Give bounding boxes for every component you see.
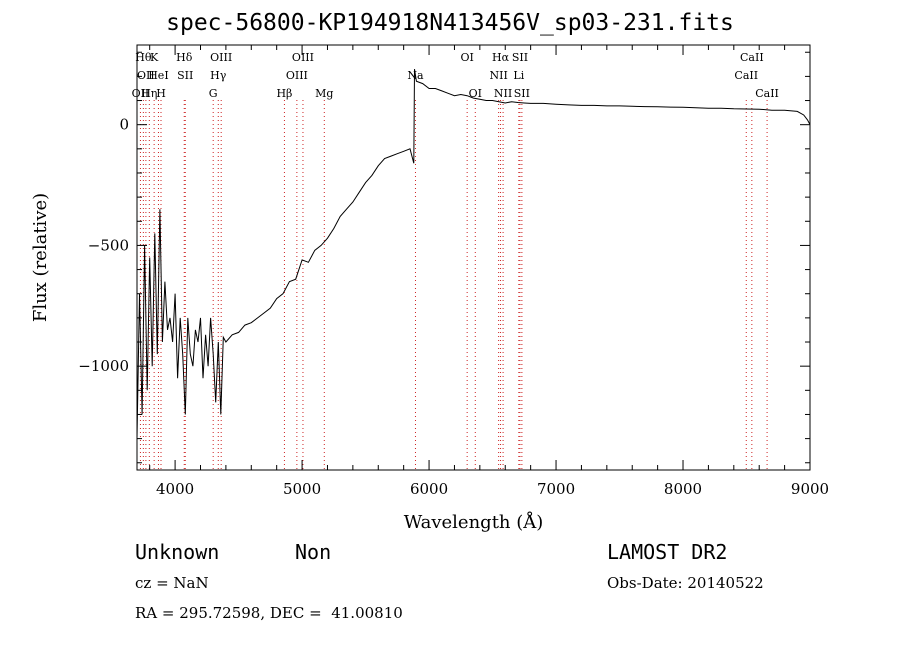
obs-date: Obs-Date: 20140522 [607,574,764,592]
redshift-text: cz = NaN [135,574,209,592]
y-axis-label: Flux (relative) [30,193,51,322]
line-marker-label: NII [494,87,512,100]
line-marker-label: CaII [740,51,764,64]
x-tick-label: 4000 [156,480,194,498]
line-marker-label: CaII [755,87,779,100]
line-marker-label: OI [460,51,473,64]
line-marker-label: SII [512,51,528,64]
coordinates: RA = 295.72598, DEC = 41.00810 [135,604,403,622]
x-tick-label: 5000 [283,480,321,498]
line-marker-label: SII [177,69,193,82]
line-marker-label: Hδ [176,51,193,64]
x-tick-label: 9000 [791,480,829,498]
subclass-text: Non [295,540,332,564]
line-marker-label: NII [489,69,507,82]
line-marker-label: Hγ [210,69,227,82]
line-marker-label: Mg [315,87,333,100]
plot-frame [136,44,811,471]
y-tick-label: −500 [88,236,129,254]
line-marker-label: Hβ [276,87,292,100]
line-marker-label: Hη [141,87,157,100]
line-marker-label: OI [469,87,482,100]
x-tick-label: 8000 [664,480,702,498]
line-marker-label: Li [513,69,524,82]
line-marker-label: Hθ [135,51,152,64]
line-marker-label: OII [137,69,155,82]
survey-label: LAMOST DR2 [607,540,728,564]
line-marker-label: CaII [734,69,758,82]
line-marker-label: G [209,87,218,100]
line-marker-label: HeI [148,69,168,82]
line-marker-label: OII [132,87,150,100]
chart-title: spec-56800-KP194918N413456V_sp03-231.fit… [166,10,734,36]
line-marker-label: OIII [286,69,308,82]
line-marker-label: OIII [210,51,232,64]
x-tick-label: 7000 [537,480,575,498]
class-text: Unknown [135,540,220,564]
x-axis-label: Wavelength (Å) [404,511,544,533]
spectrum-chart: OIIHθOIIHηKHeIHHδSIIGHγOIIIHβOIIIOIIIMgN… [30,44,829,533]
x-tick-label: 6000 [410,480,448,498]
y-tick-label: −1000 [78,357,129,375]
line-marker-label: K [150,51,159,64]
axis-ticks: 4000 5000 6000 7000 8000 9000 0 −500 −1000 [78,45,829,498]
line-markers: OIIHθOIIHηKHeIHHδSIIGHγOIIIHβOIIIOIIIMgN… [132,51,779,470]
y-tick-label: 0 [119,116,129,134]
line-marker-label: OIII [292,51,314,64]
line-marker-label: Hα [492,51,510,64]
spectrum-line [136,69,811,439]
line-marker-label: H [156,87,166,100]
line-marker-label: SII [514,87,530,100]
